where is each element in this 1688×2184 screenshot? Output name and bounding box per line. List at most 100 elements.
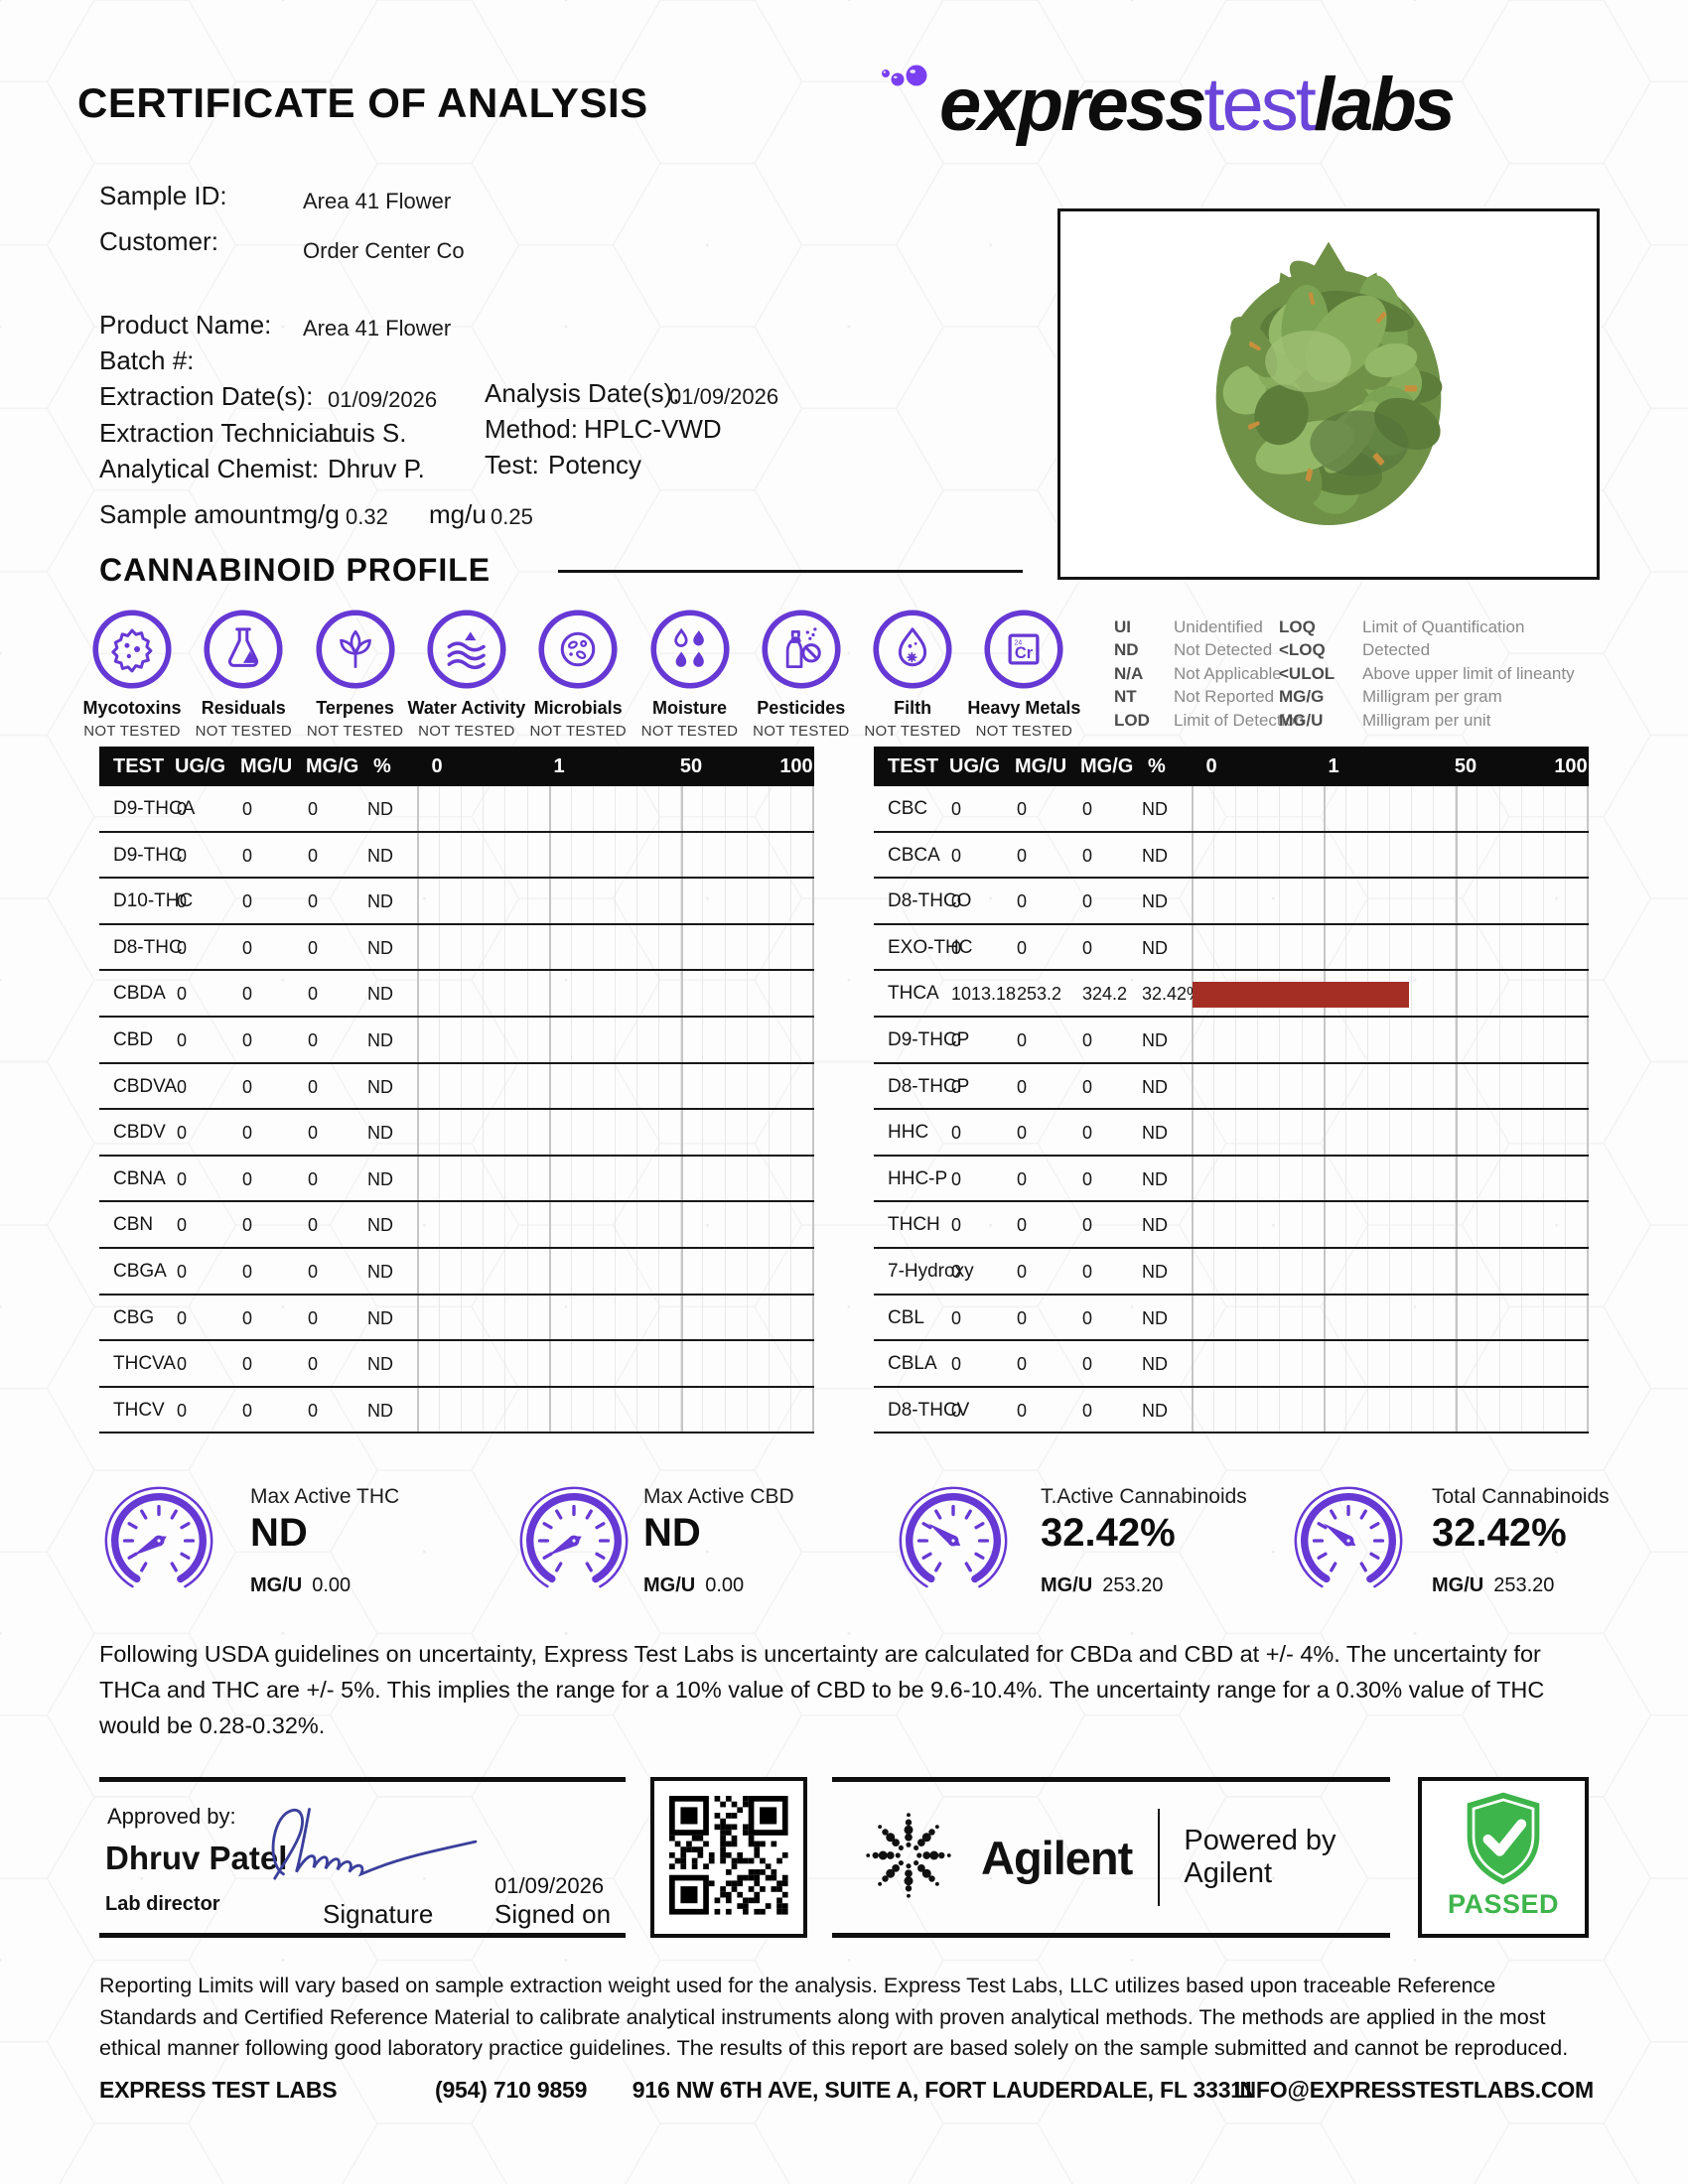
legend-abbr: <LOQ [1279,640,1326,660]
gridline-minor [1301,786,1303,1434]
gridline-minor [1257,786,1259,1434]
column-header: MG/G [1080,755,1134,777]
product-name-value: Area 41 Flower [303,316,452,341]
row-mg-g: 0 [1082,1215,1093,1236]
sample-photo-frame [1057,208,1600,580]
footer-phone: (954) 710 9859 [435,2077,588,2103]
mg-u-label: mg/u [429,499,487,529]
row-mg-u: 0 [242,1400,253,1421]
panel-name: Filth [894,698,932,718]
row-ug-g: 0 [177,1123,188,1144]
row-mg-g: 0 [1082,1076,1093,1097]
brand-wordmark: expresstestlabs [939,68,1456,143]
row-ug-g: 0 [951,1030,962,1050]
row-ug-g: 0 [177,1168,188,1189]
uncertainty-note: Following USDA guidelines on uncertainty… [99,1641,1545,1738]
gridline-major [549,786,551,1434]
row-test-name: THCVA [113,1353,176,1375]
row-percent: ND [1142,1168,1168,1189]
powered-by-agilent: Powered by Agilent [1184,1825,1336,1889]
scale-tick: 1 [553,755,565,777]
row-mg-u: 0 [1017,1123,1028,1144]
panel-status: NOT TESTED [83,723,181,740]
test-panel-moisture: Moisture NOT TESTED [609,608,772,740]
row-test-name: D8-THC [113,936,183,958]
gridline-minor [1520,786,1522,1434]
approved-by-label: Approved by: [107,1804,236,1829]
row-mg-g: 0 [1082,1168,1093,1189]
row-ug-g: 0 [177,1215,188,1236]
gridline-minor [768,786,770,1434]
legend-desc: Milligram per unit [1362,710,1491,730]
row-mg-u: 0 [242,984,253,1005]
approver-name: Dhruv Patel [105,1840,288,1876]
sample-id-value: Area 41 Flower [303,189,452,213]
row-ug-g: 0 [177,845,188,866]
gauge-label: Max Active CBD [643,1485,794,1508]
gauge-unit-label: MG/U [250,1574,303,1596]
result-bar [1193,981,1409,1008]
gauge-value: ND [643,1511,701,1555]
row-percent: ND [367,1307,393,1328]
panel-status: NOT TESTED [753,723,850,740]
cannabis-bud-image [1095,223,1562,566]
table-row: D8-THCO 0 0 0 ND [874,879,1589,925]
panel-status: NOT TESTED [418,723,515,740]
table-row: HHC 0 0 0 ND [874,1110,1589,1157]
gridline-major [812,786,814,1434]
row-mg-g: 0 [1082,937,1093,958]
row-percent: ND [1142,1307,1168,1328]
mycotoxins-icon [92,610,172,689]
scale-tick: 0 [431,755,443,777]
row-test-name: CBCA [888,844,940,866]
gridline-minor [1389,786,1390,1434]
row-mg-u: 253.2 [1017,984,1062,1005]
gridline-major [681,786,683,1434]
row-mg-u: 0 [242,1123,253,1144]
test-panel-water-activity: Water Activity NOT TESTED [385,608,548,740]
panel-name: Water Activity [407,698,526,718]
gauge-value: 32.42% [1432,1511,1567,1555]
column-header: UG/G [175,755,226,777]
row-test-name: CBL [888,1306,924,1328]
row-ug-g: 0 [177,984,188,1005]
brand-logo: expresstestlabs [874,65,1456,143]
pesticides-icon [762,610,841,689]
test-panel-microbials: Microbials NOT TESTED [496,608,659,740]
row-percent: ND [367,984,393,1005]
row-percent: ND [367,1123,393,1144]
row-ug-g: 0 [177,891,188,912]
approver-role: Lab director [105,1893,220,1915]
row-percent: ND [367,1400,393,1421]
row-test-name: EXO-THC [888,936,973,958]
row-percent: ND [1142,1400,1168,1421]
section-rule [558,570,1023,573]
row-mg-u: 0 [242,937,253,958]
row-test-name: D8-THCV [888,1399,970,1421]
legend-desc: Unidentified [1174,617,1263,636]
table-row: CBDA 0 0 0 ND [99,971,814,1018]
passed-badge: PASSED [1418,1777,1589,1938]
row-test-name: CBDVA [113,1075,178,1097]
table-row: CBN 0 0 0 ND [99,1202,814,1249]
row-ug-g: 0 [951,1168,962,1189]
row-mg-g: 0 [308,799,319,819]
row-test-name: D8-THCO [888,890,972,912]
row-test-name: CBGA [113,1261,167,1282]
gauge-unit: MG/U 253.20 [1041,1574,1163,1597]
extraction-technician-label: Extraction Technician: [99,418,351,448]
column-header: TEST [888,755,939,777]
test-value: Potency [548,450,641,479]
gauge-unit-value: 0.00 [705,1574,745,1596]
row-percent: ND [1142,845,1168,866]
row-mg-u: 0 [1017,891,1028,912]
row-test-name: D9-THCA [113,798,196,819]
table-row: CBL 0 0 0 ND [874,1296,1589,1342]
panel-status: NOT TESTED [640,723,739,740]
row-percent: ND [367,891,393,912]
cannabinoid-table-right: TEST UG/G MG/U MG/G% 0 1 50 100 CBC 0 0 0 ND CBCA 0 0 0 N… [874,747,1589,1434]
table-row: CBNA 0 0 0 ND [99,1157,814,1203]
analytical-chemist-value: Dhruv P. [328,454,425,483]
gridline-minor [1213,786,1215,1434]
table-row: 7-Hydroxy 0 0 0 ND [874,1249,1589,1296]
